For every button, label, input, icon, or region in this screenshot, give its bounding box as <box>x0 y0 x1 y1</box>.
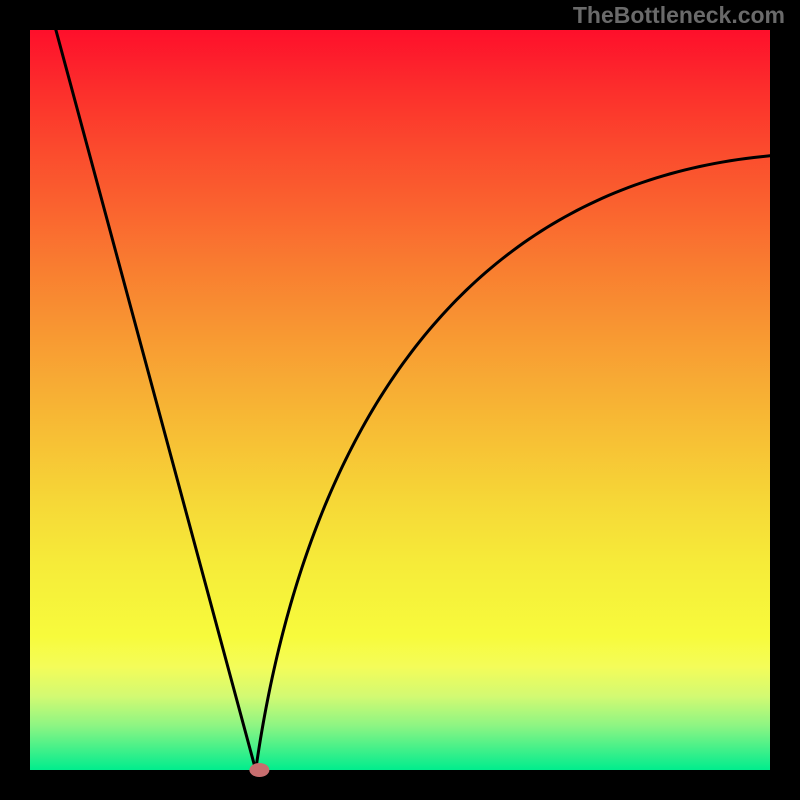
watermark-text: TheBottleneck.com <box>573 2 785 28</box>
optimum-marker <box>249 763 269 777</box>
chart-container: TheBottleneck.com <box>0 0 800 800</box>
bottleneck-chart: TheBottleneck.com <box>0 0 800 800</box>
plot-background <box>30 30 770 770</box>
